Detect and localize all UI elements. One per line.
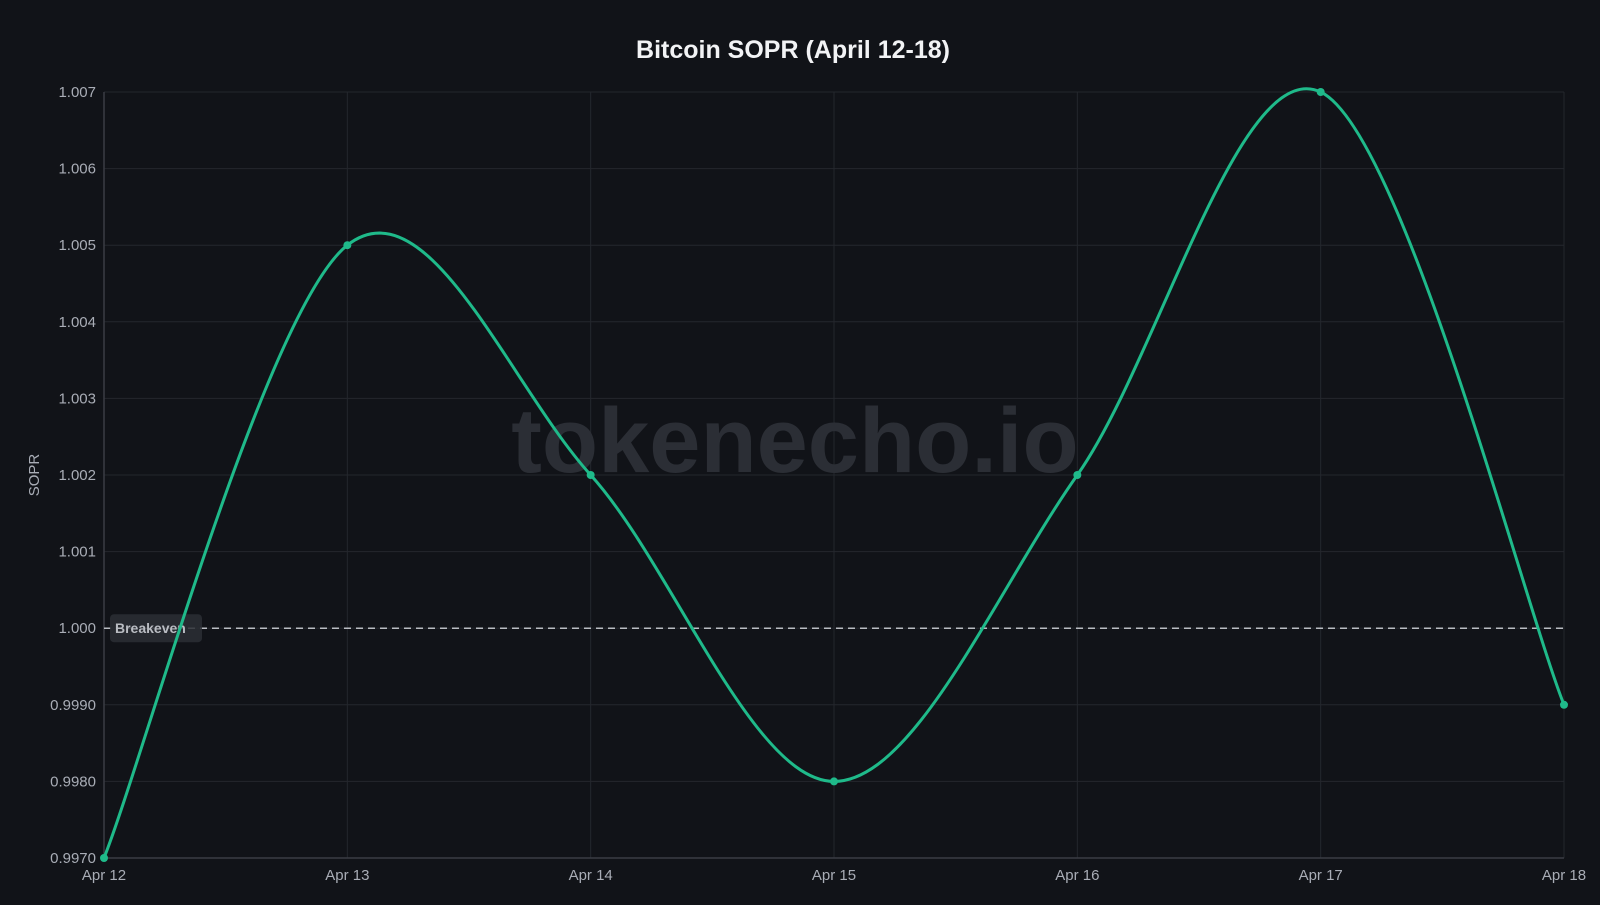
x-tick-label: Apr 17 xyxy=(1299,867,1343,884)
x-tick-label: Apr 12 xyxy=(82,867,126,884)
x-tick-label: Apr 13 xyxy=(325,867,369,884)
x-tick-label: Apr 14 xyxy=(569,867,613,884)
y-tick-label: 0.9970 xyxy=(50,850,96,867)
data-point-apr-15[interactable] xyxy=(830,777,838,786)
data-point-apr-17[interactable] xyxy=(1316,88,1325,96)
x-tick-label: Apr 15 xyxy=(812,867,856,884)
data-point-apr-16[interactable] xyxy=(1073,471,1082,479)
x-tick-label: Apr 16 xyxy=(1055,867,1099,884)
data-point-apr-18[interactable] xyxy=(1560,700,1568,709)
axis-layer: 0.9970 0.9980 0.9990 1.000 1.001 1.002 1.003 1.… xyxy=(50,84,1586,884)
breakeven-label: Breakeven xyxy=(115,620,186,636)
y-axis-label: SOPR xyxy=(26,454,43,497)
y-tick-label: 1.003 xyxy=(58,390,96,407)
y-tick-label: 1.004 xyxy=(58,314,96,331)
data-point-apr-12[interactable] xyxy=(100,854,108,862)
y-tick-label: 0.9980 xyxy=(50,773,96,790)
watermark-text: tokenecho.io xyxy=(511,390,1078,492)
series-layer xyxy=(100,87,1568,862)
data-point-apr-14[interactable] xyxy=(586,471,595,479)
y-tick-label: 0.9990 xyxy=(50,697,96,714)
data-point-apr-13[interactable] xyxy=(343,241,352,250)
x-tick-label: Apr 18 xyxy=(1542,867,1586,884)
y-tick-label: 1.000 xyxy=(58,620,96,637)
y-tick-label: 1.007 xyxy=(58,84,96,101)
chart-title: Bitcoin SOPR (April 12-18) xyxy=(636,36,950,64)
y-tick-label: 1.005 xyxy=(58,237,96,254)
y-tick-label: 1.006 xyxy=(58,161,96,178)
y-tick-label: 1.002 xyxy=(58,467,96,484)
y-tick-label: 1.001 xyxy=(58,544,96,561)
